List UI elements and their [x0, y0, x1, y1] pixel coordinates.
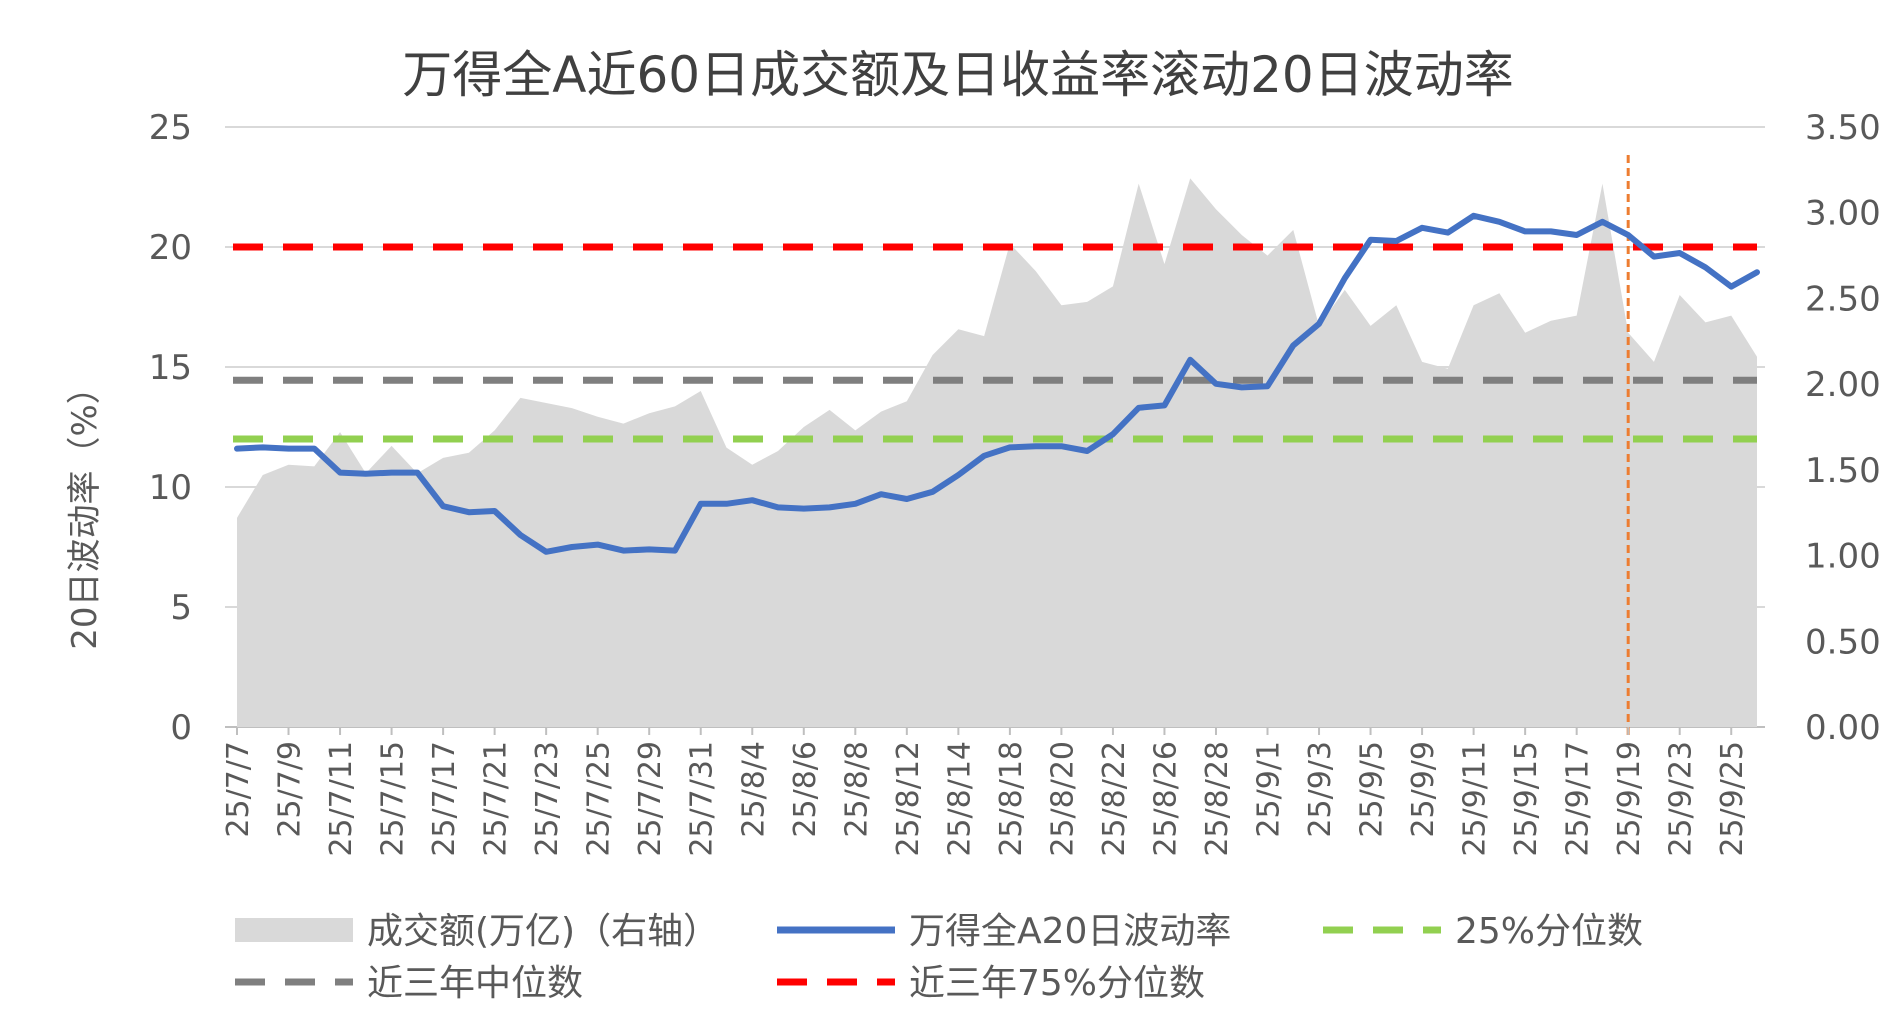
legend-label: 成交额(万亿)（右轴）	[367, 911, 719, 952]
volatility-line-series	[234, 212, 1760, 555]
x-tick-label: 25/8/4	[736, 741, 771, 838]
x-axis-ticks: 25/7/7 25/7/9 25/7/11 25/7/15 25/7/17 25/7/21…	[221, 727, 1750, 857]
x-tick-label: 25/8/28	[1200, 741, 1235, 857]
right-axis-ticks: 0.00 0.50 1.00 1.50 2.00 2.50 3.00 3.50	[1805, 108, 1881, 748]
left-tick-label: 5	[170, 588, 192, 628]
left-axis-ticks: 0 5 10 15 20 25	[149, 108, 192, 748]
percentile-lines	[233, 243, 1757, 443]
right-tick-label: 3.00	[1805, 194, 1881, 234]
x-tick-label: 25/7/23	[530, 741, 565, 857]
x-tick-label: 25/7/15	[376, 741, 411, 857]
left-tick-label: 0	[170, 708, 192, 748]
x-tick-label: 25/9/17	[1561, 741, 1596, 857]
right-tick-label: 1.00	[1805, 537, 1881, 577]
x-tick-label: 25/9/5	[1355, 741, 1390, 838]
x-tick-label: 25/7/9	[273, 741, 308, 838]
x-tick-label: 25/7/21	[479, 741, 514, 857]
x-tick-label: 25/8/12	[891, 741, 926, 857]
x-tick-label: 25/8/8	[839, 741, 874, 838]
x-tick-label: 25/7/7	[221, 741, 256, 838]
right-tick-label: 1.50	[1805, 451, 1881, 491]
right-tick-label: 3.50	[1805, 108, 1881, 148]
x-tick-label: 25/7/31	[685, 741, 720, 857]
left-tick-label: 25	[149, 108, 192, 148]
legend-label: 近三年中位数	[367, 963, 583, 1004]
legend-label: 25%分位数	[1455, 911, 1643, 952]
x-tick-label: 25/7/11	[324, 741, 359, 857]
x-tick-label: 25/8/6	[788, 741, 823, 838]
x-tick-label: 25/9/11	[1458, 741, 1493, 857]
legend-swatch	[235, 918, 353, 942]
x-tick-label: 25/7/25	[582, 741, 617, 857]
right-tick-label: 2.50	[1805, 279, 1881, 319]
x-tick-label: 25/9/25	[1715, 741, 1750, 857]
right-tick-label: 2.00	[1805, 365, 1881, 405]
x-tick-label: 25/9/19	[1612, 741, 1647, 857]
x-tick-label: 25/8/18	[994, 741, 1029, 857]
chart-title: 万得全A近60日成交额及日收益率滚动20日波动率	[402, 46, 1513, 104]
right-tick-label: 0.50	[1805, 622, 1881, 662]
x-tick-label: 25/8/22	[1097, 741, 1132, 857]
left-tick-label: 10	[149, 468, 192, 508]
x-tick-label: 25/8/14	[942, 741, 977, 857]
left-axis-label: 20日波动率（%）	[65, 370, 105, 650]
x-tick-label: 25/9/9	[1406, 741, 1441, 838]
x-tick-label: 25/9/23	[1664, 741, 1699, 857]
legend-label: 近三年75%分位数	[909, 963, 1205, 1004]
x-tick-label: 25/9/3	[1303, 741, 1338, 838]
volatility-line	[234, 212, 1760, 555]
x-tick-label: 25/7/17	[427, 741, 462, 857]
x-tick-label: 25/8/26	[1148, 741, 1183, 857]
x-tick-label: 25/8/20	[1045, 741, 1080, 857]
right-tick-label: 0.00	[1805, 708, 1881, 748]
legend-label: 万得全A20日波动率	[909, 911, 1231, 952]
x-tick-label: 25/9/1	[1252, 741, 1287, 838]
x-tick-label: 25/9/15	[1509, 741, 1544, 857]
left-tick-label: 15	[149, 348, 192, 388]
left-tick-label: 20	[149, 228, 192, 268]
x-tick-label: 25/7/29	[633, 741, 668, 857]
